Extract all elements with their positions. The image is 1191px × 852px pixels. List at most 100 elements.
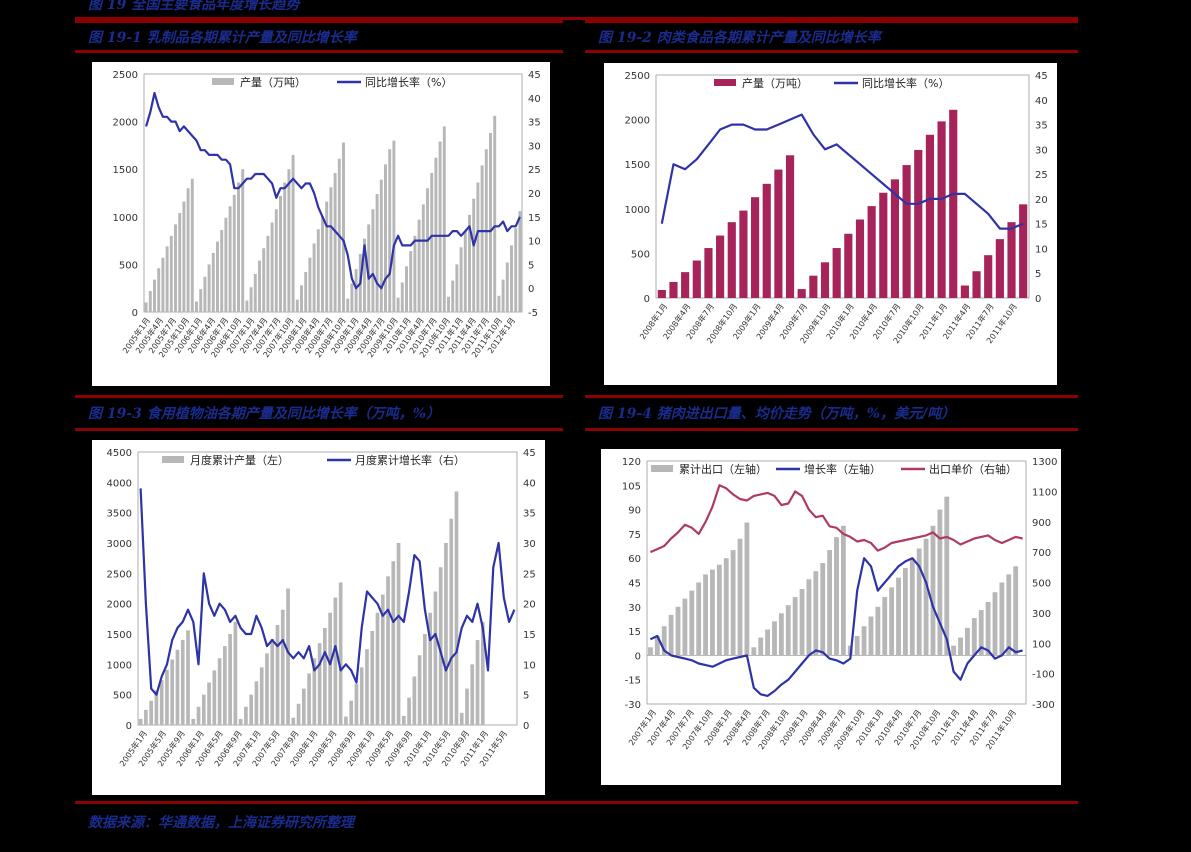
y-right-tick: 30 [523, 539, 536, 550]
bar [328, 612, 332, 725]
y-left-tick: 120 [622, 457, 641, 468]
bar [265, 653, 269, 725]
bar [391, 561, 396, 725]
bar [984, 255, 993, 298]
y-left-tick: 0 [644, 294, 650, 305]
bar [834, 537, 839, 656]
bar [681, 272, 690, 298]
y-right-tick: 0 [528, 284, 534, 295]
y-left-tick: 0 [132, 308, 138, 319]
bar [363, 238, 366, 312]
bar [438, 567, 443, 725]
bar [875, 606, 881, 656]
bar [323, 627, 327, 725]
y-left-tick: 500 [113, 691, 132, 702]
bar [153, 279, 156, 312]
bar [882, 597, 888, 656]
y-left-tick: 105 [622, 481, 641, 492]
bar [308, 257, 312, 312]
bar [806, 579, 812, 656]
series-line [649, 484, 1023, 554]
y-right-tick: 300 [1032, 609, 1051, 620]
bar [296, 703, 301, 725]
bar [224, 217, 228, 312]
panel-1-title: 图 19-1 乳制品各期累计产量及同比增长率 [88, 30, 357, 46]
bar [174, 224, 177, 312]
bar [279, 195, 282, 312]
bar [999, 582, 1005, 656]
bar [275, 624, 280, 725]
y-left-tick: 1500 [107, 630, 132, 641]
bar [386, 576, 390, 725]
bar [772, 621, 777, 656]
bar [375, 193, 379, 312]
y-left-tick: 500 [119, 260, 138, 271]
bar [468, 214, 471, 312]
bar [396, 543, 401, 725]
bar [505, 262, 509, 312]
y-right-tick: 35 [1035, 121, 1048, 132]
chart-meat: 0 500 1000 1500 2000 2500 0 5 10 15 20 25 30 35 40 45 产量… [625, 71, 1048, 345]
y-left-tick: 3500 [107, 509, 132, 520]
bar [312, 658, 317, 725]
series-line [139, 488, 516, 696]
bar [346, 298, 350, 312]
bar [300, 285, 303, 312]
bar [304, 272, 308, 312]
bar [367, 224, 371, 312]
bar [428, 612, 432, 725]
bar [280, 609, 285, 725]
chart-pork-trade: -30 -15 0 15 30 45 60 75 90 105 120 -300 -100 100 300 5… [622, 457, 1058, 751]
y-left-tick: 90 [628, 506, 641, 517]
bar [949, 109, 958, 298]
series-line [649, 557, 1023, 697]
bar [262, 248, 266, 312]
bar [401, 715, 406, 725]
bar [245, 300, 249, 312]
bar [909, 558, 915, 656]
bar [710, 569, 715, 656]
y-left-tick: 4500 [107, 448, 132, 459]
legend-swatch [162, 456, 184, 463]
bar [405, 266, 408, 312]
bar [648, 647, 653, 656]
bar [438, 141, 442, 312]
bar [228, 634, 232, 725]
bar [854, 635, 860, 656]
y-left-tick: 2500 [107, 569, 132, 580]
bar [258, 260, 261, 312]
bar [412, 676, 417, 725]
bar [384, 164, 387, 312]
bar [165, 669, 169, 725]
bar [480, 165, 484, 312]
y-right-tick: 5 [523, 691, 529, 702]
bar [463, 231, 467, 312]
bar [144, 302, 148, 312]
chart-panel-4: -30 -15 0 15 30 45 60 75 90 105 120 -300 -100 100 300 5… [601, 449, 1061, 785]
bar [459, 247, 463, 312]
bar [433, 591, 438, 725]
bar [657, 289, 666, 298]
bar [730, 550, 736, 656]
y-right-tick: 25 [528, 165, 541, 176]
bar [182, 201, 186, 312]
y-left-tick: 2500 [113, 70, 138, 81]
bar [244, 706, 248, 725]
bar [703, 574, 708, 656]
y-right-tick: 20 [528, 189, 541, 200]
rule [75, 50, 563, 53]
bar [992, 592, 998, 656]
y-right-tick: 30 [1035, 145, 1048, 156]
legend-swatch [714, 79, 736, 86]
plot-frame [137, 451, 518, 726]
bar [180, 640, 185, 725]
bar [890, 179, 900, 298]
bar [423, 634, 427, 725]
y-right-tick: 25 [523, 569, 536, 580]
bar [465, 688, 469, 725]
y-left-tick: 3000 [107, 539, 132, 550]
bar [696, 582, 702, 656]
y-left-tick: -15 [625, 676, 641, 687]
bar [751, 647, 757, 656]
bar [338, 582, 343, 725]
